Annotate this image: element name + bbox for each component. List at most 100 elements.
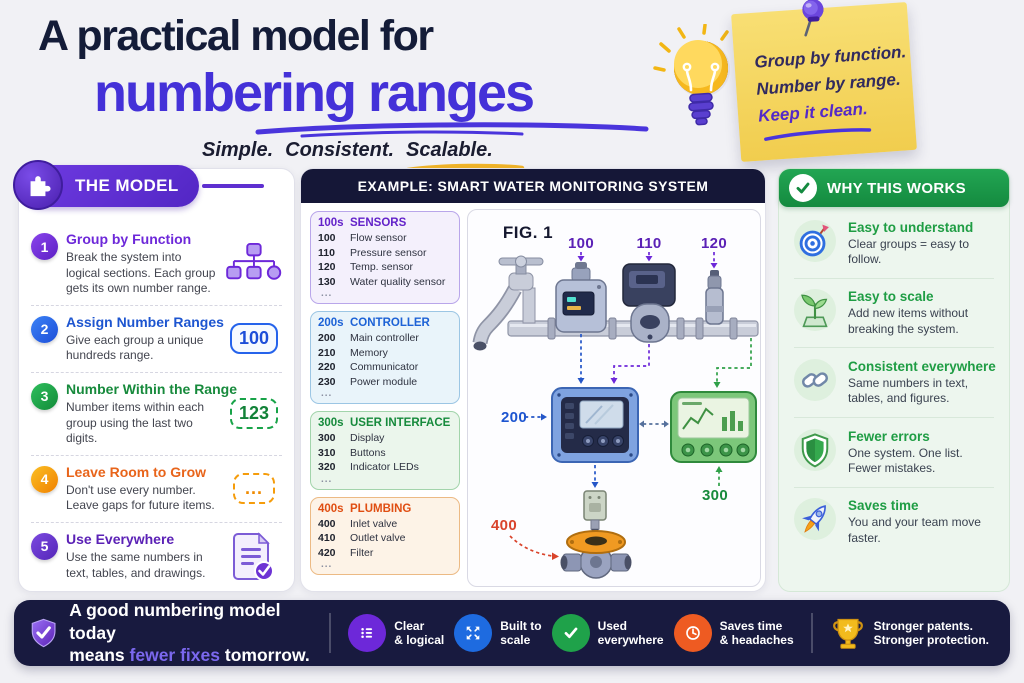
why-title: Saves time — [848, 498, 919, 514]
group-name: USER INTERFACE — [350, 417, 451, 429]
step-description: Number items within each group using the… — [66, 399, 205, 446]
ribbon-tail — [201, 184, 264, 188]
step-description: Don't use every number. Leave gaps for f… — [66, 482, 215, 513]
target-icon — [794, 219, 836, 262]
footer-message-line1: A good numbering model today — [69, 600, 281, 643]
step-title: Use Everywhere — [66, 530, 175, 547]
group-more-dots: ... — [321, 388, 333, 399]
pressure-sensor — [622, 263, 676, 343]
why-panel-header: WHY THIS WORKS — [779, 169, 1009, 207]
step-title: Number Within the Range — [66, 380, 237, 397]
step-number-badge: 5 — [31, 532, 58, 560]
why-description: Add new items without breaking the syste… — [848, 306, 969, 336]
model-panel: THE MODEL 1 Group by Function Break the … — [13, 160, 295, 592]
badge-label-line1: Stronger patents. — [873, 618, 974, 633]
tagline-word-1: Simple. — [202, 139, 274, 161]
temperature-sensor — [705, 270, 724, 325]
step-number-badge: 4 — [31, 465, 58, 493]
flow-sensor — [555, 262, 607, 333]
item-label: Outlet valve — [350, 532, 406, 544]
badge-label-line2: & logical — [394, 633, 445, 647]
figure-callout-110: 110 — [636, 235, 661, 252]
item-label: Communicator — [350, 361, 419, 373]
inlet-valve — [560, 530, 632, 579]
model-step-1: 1 Group by Function Break the system int… — [31, 223, 282, 305]
group-row: 110 Pressure sensor — [318, 246, 452, 261]
model-panel-header: THE MODEL — [13, 160, 264, 210]
item-label: Buttons — [350, 446, 386, 459]
example-panel-header: EXAMPLE: SMART WATER MONITORING SYSTEM — [301, 169, 765, 203]
figure-callout-200: 200 — [501, 409, 527, 426]
model-step-4: 4 Leave Room to Grow Don't use every num… — [31, 454, 282, 522]
item-number: 300 — [318, 432, 336, 444]
step-description: Use the same numbers in text, tables, an… — [66, 549, 206, 580]
group-card-sensors: 100s SENSORS 100 Flow sensor 110 Pressure s… — [310, 211, 460, 304]
why-description: One system. One list. Fewer mistakes. — [848, 445, 963, 476]
why-item-3: Consistent everywhere Same numbers in te… — [794, 347, 996, 417]
group-row: 310 Buttons — [318, 446, 452, 461]
puzzle-icon — [13, 160, 63, 210]
group-row: 300 Display — [318, 431, 452, 446]
footer-badge-saves-time: Saves time & headaches — [673, 614, 794, 652]
why-description: Same numbers in text, tables, and figure… — [848, 375, 969, 406]
group-row: 210 Memory — [318, 346, 452, 361]
footer-badge-clear-logical: Clear & logical — [348, 614, 444, 652]
step-title: Group by Function — [66, 231, 192, 247]
item-number: 420 — [318, 546, 336, 559]
step-title: Assign Number Ranges — [66, 313, 224, 330]
digits-123-badge: 123 — [229, 398, 279, 430]
footer-message: A good numbering model today means fewer… — [69, 599, 317, 666]
group-card-controller: 200s CONTROLLER 200 Main controller 210 Mem… — [310, 311, 460, 404]
item-number: 210 — [318, 346, 336, 359]
controller-box — [551, 387, 639, 463]
group-more-dots: ... — [321, 473, 333, 485]
why-panel-title: WHY THIS WORKS — [827, 179, 966, 197]
sprout-icon — [794, 289, 836, 332]
footer-message-pre: means — [69, 645, 130, 666]
main-title-line1: A practical model for — [38, 12, 434, 60]
footer-badge-used-everywhere: Used everywhere — [551, 614, 664, 652]
step-description: Give each group a unique hundreds range. — [66, 332, 204, 363]
why-description: Clear groups = easy to follow. — [848, 236, 970, 266]
item-number: 130 — [318, 275, 336, 288]
group-row: 320 Indicator LEDs — [318, 460, 452, 475]
footer-message-post: tomorrow. — [220, 645, 310, 666]
why-title: Fewer errors — [848, 428, 930, 444]
chain-icon — [794, 358, 836, 401]
group-range: 200s — [318, 317, 344, 329]
footer-divider — [329, 613, 332, 653]
model-step-2: 2 Assign Number Ranges Give each group a… — [31, 304, 282, 372]
badge-label-line2: scale — [500, 633, 531, 647]
group-row: 400 Inlet valve — [318, 517, 452, 532]
why-item-2: Easy to scale Add new items without brea… — [794, 277, 994, 348]
expand-icon — [454, 614, 493, 652]
step-description: Break the system into logical sections. … — [66, 250, 216, 296]
item-label: Indicator LEDs — [350, 461, 419, 473]
check-icon — [551, 614, 590, 652]
faucet — [472, 255, 544, 351]
item-number: 100 — [318, 232, 336, 244]
group-name: PLUMBING — [350, 502, 412, 515]
lightbulb-icon — [653, 24, 730, 126]
item-label: Memory — [350, 346, 388, 359]
tagline: Simple. Consistent. Scalable. — [202, 139, 505, 162]
item-label: Inlet valve — [350, 517, 398, 530]
badge-label-line2: everywhere — [597, 633, 664, 647]
footer-divider — [810, 613, 813, 653]
badge-label-line2: & headaches — [719, 633, 794, 647]
badge-label-line1: Saves time — [719, 618, 783, 633]
range-groups-list: 100s SENSORS 100 Flow sensor 110 Pressure s… — [310, 211, 460, 582]
item-number: 120 — [318, 261, 336, 273]
why-item-5: Saves time You and your team move faster… — [794, 486, 994, 557]
tagline-word-3: Scalable. — [406, 139, 493, 161]
figure-diagram: FIG. 1 — [472, 223, 759, 579]
group-row: 220 Communicator — [318, 360, 452, 375]
sticky-note: Group by function. Number by range. Keep… — [731, 0, 917, 162]
why-panel: WHY THIS WORKS Easy to understand Clear … — [778, 168, 1010, 592]
group-range: 400s — [318, 502, 344, 515]
model-step-5: 5 Use Everywhere Use the same numbers in… — [31, 521, 282, 591]
group-row: 200 Main controller — [318, 331, 452, 346]
badge-label-line1: Used — [597, 618, 627, 633]
why-item-4: Fewer errors One system. One list. Fewer… — [794, 417, 994, 487]
